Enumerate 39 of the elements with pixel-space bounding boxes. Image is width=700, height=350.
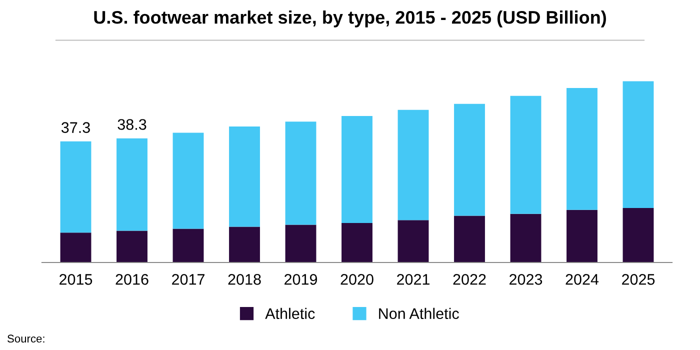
x-tick-label: 2024 xyxy=(566,274,599,285)
bar xyxy=(60,141,92,233)
legend-label: Athletic xyxy=(265,308,315,320)
bar xyxy=(116,138,148,231)
x-tick-label: 2019 xyxy=(284,274,318,285)
bar xyxy=(285,224,316,262)
x-tick-label: 2017 xyxy=(172,274,204,285)
bar xyxy=(510,214,542,262)
bar xyxy=(172,132,204,229)
bar xyxy=(172,228,204,262)
x-tick-label: 2023 xyxy=(510,274,542,285)
x-tick-label: 2025 xyxy=(622,274,655,285)
x-tick-label: 2015 xyxy=(60,274,92,285)
bar xyxy=(398,110,429,220)
source-note: Source: xyxy=(8,334,44,343)
bar xyxy=(229,226,260,262)
bar xyxy=(342,222,372,262)
bar xyxy=(116,230,148,262)
bar xyxy=(622,81,654,208)
bar xyxy=(622,208,654,262)
chart-title: U.S. footwear market size, by type, 2015 - 2025 (USD Billion) xyxy=(94,10,606,28)
bar xyxy=(342,116,372,223)
legend-label: Non Athletic xyxy=(379,308,459,320)
bar xyxy=(285,122,316,225)
bar xyxy=(566,210,598,262)
x-tick-label: 2022 xyxy=(453,274,486,285)
bar xyxy=(229,126,260,227)
x-tick-label: 2016 xyxy=(116,274,148,285)
bar xyxy=(398,220,429,262)
annotation: 38.3 xyxy=(118,119,146,130)
x-tick-label: 2018 xyxy=(228,274,261,285)
x-tick-label: 2020 xyxy=(340,274,374,285)
annotation: 37.3 xyxy=(61,122,90,133)
bar xyxy=(566,88,598,210)
x-tick-label: 2021 xyxy=(397,274,430,285)
bar xyxy=(510,96,542,214)
bar xyxy=(60,232,92,262)
bar xyxy=(454,216,485,262)
bar xyxy=(454,104,485,216)
